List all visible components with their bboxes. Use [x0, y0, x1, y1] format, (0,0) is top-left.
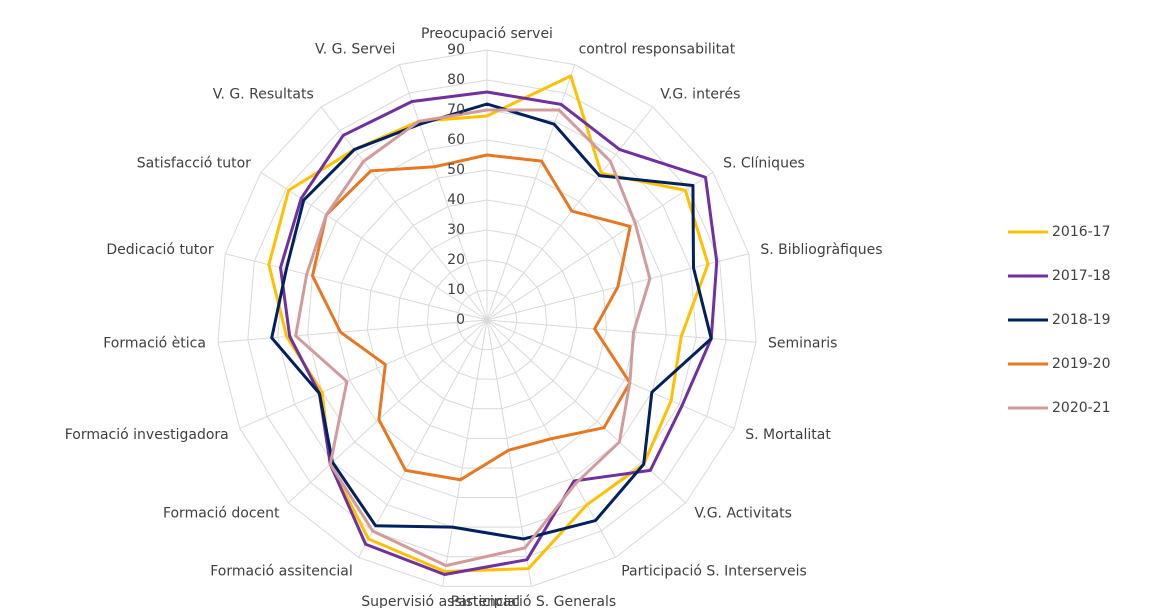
tick-label: 50	[447, 162, 465, 178]
spoke	[288, 319, 488, 504]
spoke	[486, 171, 714, 321]
category-label: control responsabilitat	[579, 41, 736, 57]
legend-label: 2016-17	[1052, 224, 1111, 240]
legend-label: 2020-21	[1052, 400, 1111, 416]
tick-label: 40	[447, 192, 465, 208]
category-label: Formació assitencial	[210, 564, 353, 580]
legend-label: 2018-19	[1052, 312, 1111, 328]
category-label: V.G. interés	[660, 86, 740, 102]
grid-ring	[396, 229, 578, 410]
spoke	[486, 319, 532, 587]
tick-label: 80	[447, 72, 465, 88]
spoke	[358, 319, 488, 558]
grid-ring	[426, 259, 548, 380]
tick-label: 90	[447, 42, 465, 58]
spoke	[217, 319, 488, 343]
spoke	[320, 106, 488, 321]
grid-ring	[277, 109, 697, 528]
category-label: Satisfacció tutor	[137, 156, 251, 172]
spoke	[486, 319, 757, 343]
tick-label: 10	[447, 282, 465, 298]
tick-label: 30	[447, 222, 465, 238]
tick-label: 60	[447, 132, 465, 148]
category-label: Participació S. Generals	[451, 594, 616, 608]
category-label: V.G. Activitats	[694, 506, 791, 522]
category-label: Formació ètica	[103, 336, 206, 352]
spoke	[239, 319, 488, 429]
category-label: Formació investigadora	[65, 427, 229, 443]
tick-label: 20	[447, 252, 465, 268]
spoke	[486, 319, 686, 504]
grid-ring	[307, 139, 667, 499]
series-line	[267, 74, 710, 574]
spoke	[442, 319, 488, 587]
series-line	[270, 102, 713, 541]
category-label: V. G. Servei	[315, 41, 395, 57]
grid-ring	[366, 199, 608, 439]
category-label: Seminaris	[768, 336, 837, 352]
spoke	[260, 171, 488, 321]
series-line	[311, 153, 632, 482]
spoke	[486, 64, 576, 321]
category-label: S. Mortalitat	[745, 427, 831, 443]
category-label: Supervisió assistencial	[361, 594, 520, 608]
grid-ring	[337, 169, 637, 469]
spoke	[398, 64, 488, 321]
category-label: S. Bibliogràfiques	[760, 242, 882, 258]
grid-ring	[217, 49, 757, 587]
grid-ring	[456, 289, 518, 351]
series-line	[279, 90, 719, 576]
category-label: S. Clíniques	[723, 156, 805, 172]
spoke	[486, 319, 735, 429]
legend-label: 2019-20	[1052, 356, 1111, 372]
category-label: Dedicació tutor	[106, 242, 213, 258]
category-label: V. G. Resultats	[213, 86, 314, 102]
tick-label: 0	[456, 312, 465, 328]
tick-label: 70	[447, 102, 465, 118]
spoke	[486, 106, 654, 321]
category-label: Preocupació servei	[421, 26, 553, 42]
legend-label: 2017-18	[1052, 268, 1111, 284]
category-label: Participació S. Interserveis	[621, 564, 807, 580]
category-label: Formació docent	[163, 506, 280, 522]
series-line	[294, 108, 652, 568]
